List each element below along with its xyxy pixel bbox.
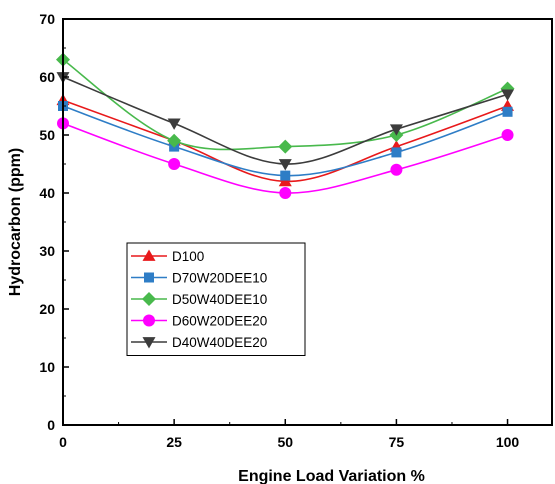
x-tick-label: 50 [277,434,293,450]
data-point [501,89,515,101]
legend-marker [144,272,154,283]
legend-label: D60W20DEE20 [172,314,267,329]
legend-label: D70W20DEE10 [172,271,267,286]
y-tick-label: 70 [39,11,55,27]
legend-item: D70W20DEE10 [131,271,267,286]
data-point [502,106,513,117]
y-tick-label: 0 [47,417,55,433]
x-tick-label: 0 [59,434,67,450]
x-tick-label: 75 [389,434,405,450]
data-point [278,159,292,171]
axis-layer: 0 25 50 75 100 0 10 20 30 40 50 60 70 [39,11,519,450]
data-point [278,139,293,154]
legend-label: D50W40DEE10 [172,292,267,307]
legend-label: D40W40DEE20 [172,335,267,350]
data-point [280,170,291,181]
x-tick-label: 100 [496,434,520,450]
data-point [389,124,403,136]
data-point [390,163,403,176]
x-axis-title: Engine Load Variation % [238,468,425,484]
data-point [167,133,182,148]
legend-label: D100 [172,249,204,264]
legend-item: D60W20DEE20 [131,314,267,329]
data-point [167,118,181,130]
legend-item: D100 [131,249,204,264]
series-d40w40dee20 [56,72,515,171]
y-tick-label: 60 [39,69,55,85]
legend-marker [142,292,156,306]
y-tick-label: 20 [39,301,55,317]
series-d50w40dee10 [56,52,515,154]
y-axis-title: Hydrocarbon (ppm) [7,148,24,296]
data-point [391,147,402,158]
legend-item: D40W40DEE20 [131,335,267,350]
series-layer [56,52,515,199]
y-tick-label: 40 [39,185,55,201]
legend-item: D50W40DEE10 [131,292,267,307]
x-tick-label: 25 [166,434,182,450]
y-tick-label: 50 [39,127,55,143]
data-point [168,158,181,170]
data-point [501,129,514,141]
series-d60w20dee20 [57,117,514,199]
y-tick-label: 30 [39,243,55,259]
plot-frame [62,18,553,426]
legend: D100 D70W20DEE10 D50W40DEE10 D60W20DEE20 D40… [126,242,306,356]
data-point [279,187,292,199]
legend-marker [142,337,156,349]
y-tick-label: 10 [39,359,55,375]
legend-marker [142,249,156,261]
legend-marker [143,314,155,327]
